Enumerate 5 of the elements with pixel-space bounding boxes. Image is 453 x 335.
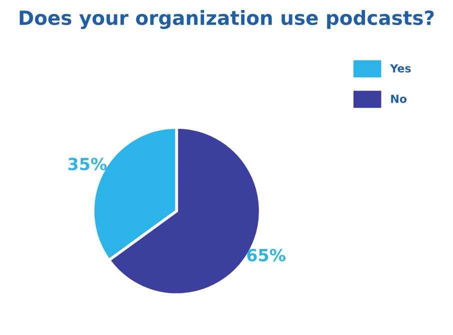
data-label: 35% (68, 158, 107, 170)
data-label: 65% (247, 248, 286, 262)
legend-label: No (391, 94, 407, 104)
chart-title: Does your organization use podcasts? (20, 10, 434, 30)
legend-label: Yes (390, 64, 411, 73)
